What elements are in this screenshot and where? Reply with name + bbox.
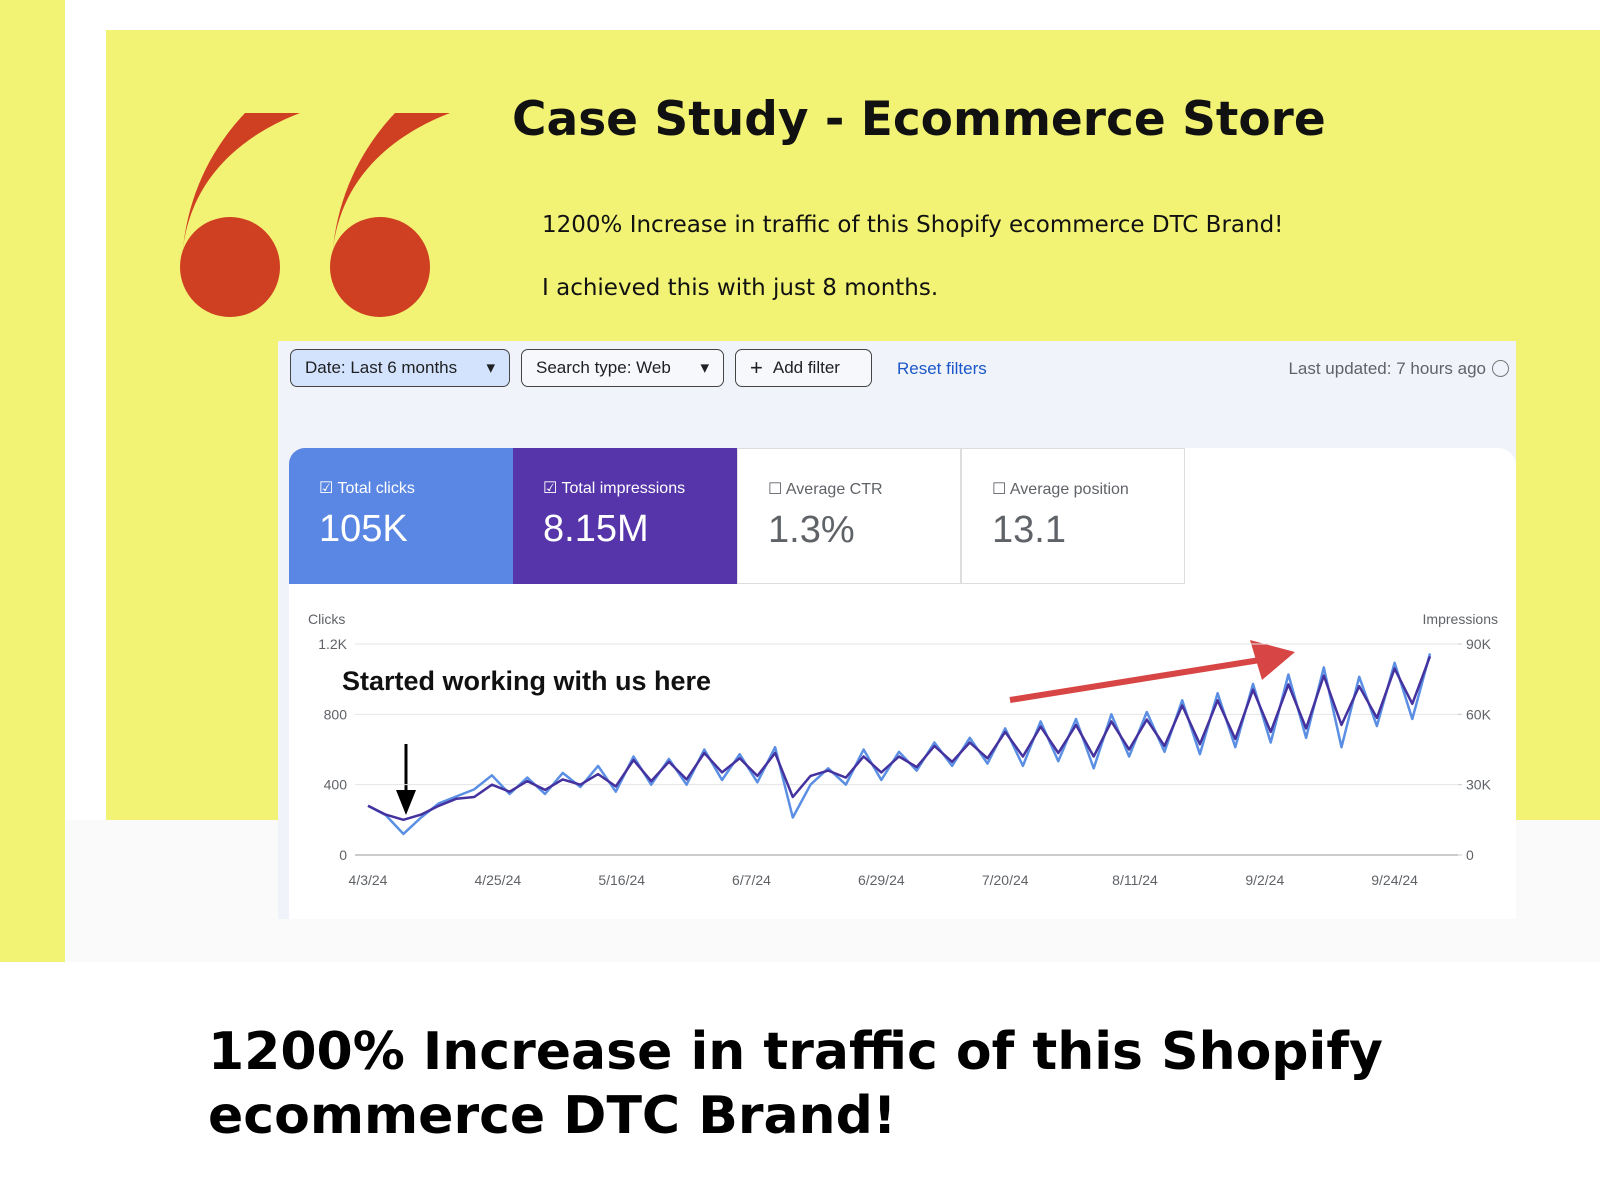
metric-label-text: Total clicks bbox=[337, 480, 415, 497]
metric-card[interactable]: ☑ Total clicks 105K bbox=[289, 448, 513, 584]
caption: 1200% Increase in traffic of this Shopif… bbox=[208, 1022, 1383, 1146]
x-tick-label: 4/25/24 bbox=[474, 872, 521, 888]
metric-label: ☑ Total clicks bbox=[319, 480, 415, 497]
y2-tick-label: 90K bbox=[1466, 636, 1492, 652]
metric-card[interactable]: ☑ Total impressions 8.15M bbox=[513, 448, 737, 584]
y2-tick-label: 60K bbox=[1466, 706, 1492, 722]
metric-value: 8.15M bbox=[543, 508, 649, 550]
x-tick-label: 8/11/24 bbox=[1112, 872, 1158, 888]
metric-label: ☐ Average CTR bbox=[768, 481, 883, 498]
metric-label-text: Average CTR bbox=[785, 481, 883, 498]
annotation-arrowhead bbox=[396, 790, 416, 815]
y2-axis-title: Impressions bbox=[1423, 611, 1498, 627]
title: Case Study - Ecommerce Store bbox=[512, 92, 1326, 147]
trend-arrow bbox=[1009, 657, 1261, 703]
metric-value: 1.3% bbox=[768, 509, 855, 551]
filter-button[interactable]: Date: Last 6 months ▾ bbox=[290, 349, 510, 387]
y-axis-title: Clicks bbox=[308, 611, 345, 627]
filter-button[interactable]: Search type: Web ▾ bbox=[521, 349, 724, 387]
x-tick-label: 5/16/24 bbox=[598, 872, 645, 888]
x-tick-label: 9/24/24 bbox=[1371, 872, 1418, 888]
series-line bbox=[367, 655, 1432, 822]
chart: Clicks Impressions Started working with … bbox=[308, 611, 1498, 888]
filter-label: Add filter bbox=[772, 358, 840, 377]
metric-card[interactable]: ☐ Average CTR 1.3% bbox=[737, 448, 961, 584]
metric-value: 105K bbox=[319, 508, 408, 550]
metric-card[interactable]: ☐ Average position 13.1 bbox=[961, 448, 1185, 584]
quote-mark bbox=[180, 113, 450, 317]
metric-label-text: Average position bbox=[1009, 481, 1129, 498]
x-tick-label: 9/2/24 bbox=[1245, 872, 1284, 888]
trend-arrowhead bbox=[1250, 640, 1295, 680]
y-tick-label: 0 bbox=[339, 847, 347, 863]
y-tick-label: 1.2K bbox=[318, 636, 347, 652]
filter-button[interactable]: + Add filter bbox=[735, 349, 872, 387]
filter-label: Search type: Web bbox=[536, 358, 671, 377]
subtitle: I achieved this with just 8 months. bbox=[542, 275, 939, 301]
filter-label: Date: Last 6 months bbox=[305, 358, 458, 377]
y-tick-label: 400 bbox=[324, 777, 348, 793]
metric-label: ☑ Total impressions bbox=[543, 480, 686, 497]
metric-label-text: Total impressions bbox=[561, 480, 686, 497]
metric-label: ☐ Average position bbox=[992, 481, 1129, 498]
x-tick-label: 4/3/24 bbox=[349, 872, 388, 888]
x-tick-label: 6/29/24 bbox=[858, 872, 905, 888]
left-strip bbox=[0, 0, 65, 962]
y2-tick-label: 30K bbox=[1466, 777, 1492, 793]
help-icon bbox=[1492, 360, 1509, 377]
metric-value: 13.1 bbox=[992, 509, 1066, 551]
x-tick-label: 7/20/24 bbox=[982, 872, 1029, 888]
reset-link[interactable]: Reset filters bbox=[897, 359, 987, 378]
x-tick-label: 6/7/24 bbox=[732, 872, 771, 888]
subtitle: 1200% Increase in traffic of this Shopif… bbox=[542, 212, 1284, 238]
series-line bbox=[367, 653, 1432, 836]
y-tick-label: 800 bbox=[324, 706, 348, 722]
last-updated: Last updated: 7 hours ago bbox=[1288, 359, 1486, 378]
annotation: Started working with us here bbox=[342, 666, 711, 696]
y2-tick-label: 0 bbox=[1466, 847, 1474, 863]
